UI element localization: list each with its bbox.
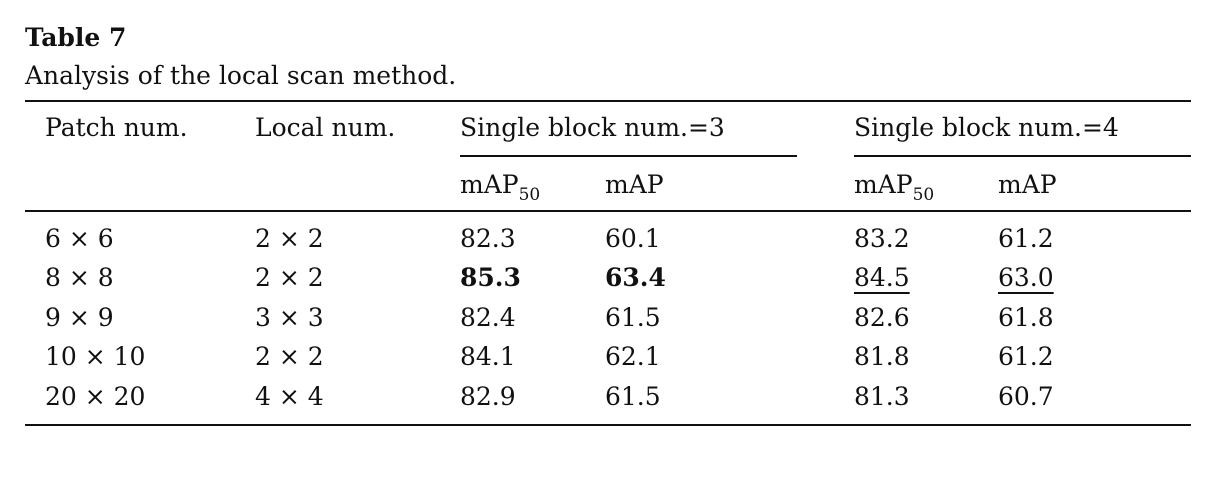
table-caption-label: Table 7 <box>25 23 127 52</box>
cell-patch: 8 × 8 <box>45 263 114 292</box>
cell-b4-map: 60.7 <box>998 382 1054 411</box>
cell-b4-map50: 81.8 <box>854 342 910 371</box>
cell-local: 3 × 3 <box>255 303 324 332</box>
header-local-num: Local num. <box>255 113 396 142</box>
cell-b4-map: 61.8 <box>998 303 1054 332</box>
cell-b4-map50: 82.6 <box>854 303 910 332</box>
cell-b3-map: 61.5 <box>605 303 661 332</box>
table-caption-text: Analysis of the local scan method. <box>25 61 457 90</box>
cell-b4-map50: 81.3 <box>854 382 910 411</box>
cell-patch: 10 × 10 <box>45 342 146 371</box>
cell-b3-map: 60.1 <box>605 224 661 253</box>
cell-local: 4 × 4 <box>255 382 324 411</box>
cell-b4-map: 61.2 <box>998 224 1054 253</box>
cell-b3-map50: 84.1 <box>460 342 516 371</box>
header-b4-map50: mAP50 <box>854 170 934 204</box>
header-b4-map: mAP <box>998 170 1057 199</box>
header-group-block-3: Single block num.=3 <box>460 113 725 142</box>
cell-b3-map50: 82.4 <box>460 303 516 332</box>
cell-local: 2 × 2 <box>255 224 324 253</box>
cell-b3-map50: 82.3 <box>460 224 516 253</box>
cell-b3-map: 62.1 <box>605 342 661 371</box>
cell-b4-map50: 83.2 <box>854 224 910 253</box>
cell-b4-map-second: 63.0 <box>998 263 1054 292</box>
bottom-rule <box>25 424 1191 426</box>
cell-b4-map50-second: 84.5 <box>854 263 910 292</box>
cell-b3-map: 61.5 <box>605 382 661 411</box>
cell-b4-map: 61.2 <box>998 342 1054 371</box>
cell-b3-map50: 82.9 <box>460 382 516 411</box>
cell-local: 2 × 2 <box>255 342 324 371</box>
map50-subscript: 50 <box>518 185 541 205</box>
header-b3-map50: mAP50 <box>460 170 540 204</box>
map50-base: mAP <box>854 170 913 199</box>
header-group-block-4: Single block num.=4 <box>854 113 1119 142</box>
cell-b3-map50-best: 85.3 <box>460 263 521 292</box>
top-rule <box>25 100 1191 102</box>
cell-b3-map-best: 63.4 <box>605 263 666 292</box>
cell-patch: 9 × 9 <box>45 303 114 332</box>
cell-patch: 20 × 20 <box>45 382 146 411</box>
group-rule-block-3 <box>460 155 797 157</box>
cell-local: 2 × 2 <box>255 263 324 292</box>
header-b3-map: mAP <box>605 170 664 199</box>
map50-subscript: 50 <box>912 185 935 205</box>
header-patch-num: Patch num. <box>45 113 188 142</box>
group-rule-block-4 <box>854 155 1191 157</box>
cell-patch: 6 × 6 <box>45 224 114 253</box>
map50-base: mAP <box>460 170 519 199</box>
mid-rule <box>25 210 1191 212</box>
